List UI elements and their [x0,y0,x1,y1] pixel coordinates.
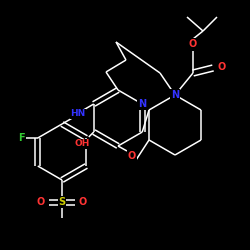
Text: O: O [189,39,197,49]
Text: N: N [171,90,179,100]
Text: OH: OH [74,140,90,148]
Text: HN: HN [70,110,86,118]
Text: O: O [128,151,136,161]
Text: O: O [218,62,226,72]
Text: O: O [79,197,87,207]
Text: O: O [37,197,45,207]
Text: S: S [58,197,66,207]
Text: N: N [138,99,146,109]
Text: F: F [18,133,25,143]
